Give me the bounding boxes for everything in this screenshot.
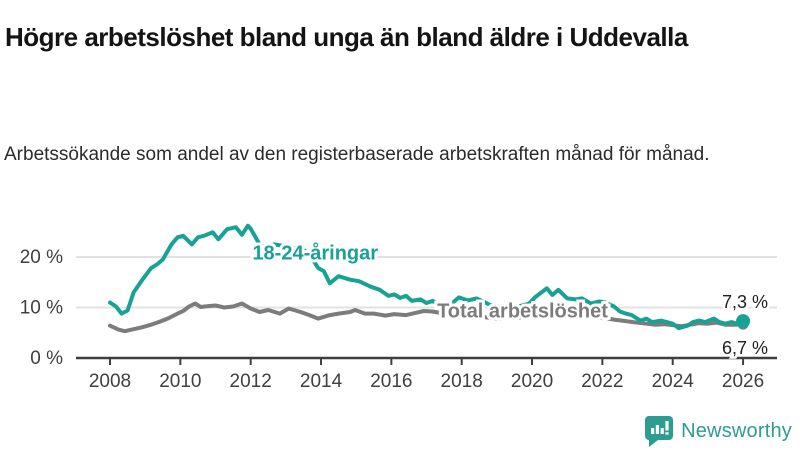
- end-value-label-young: 7,3 %: [722, 292, 768, 312]
- x-tick-label: 2016: [370, 371, 412, 392]
- series-line-young: [108, 223, 746, 331]
- end-value-label-total: 6,7 %: [722, 338, 768, 358]
- x-tick-label: 2024: [652, 371, 695, 392]
- x-tick-label: 2010: [159, 371, 201, 392]
- end-dot-young: [736, 314, 751, 329]
- y-tick-label: 0 %: [30, 348, 63, 369]
- x-tick-label: 2018: [441, 371, 483, 392]
- series-line-total: [108, 301, 746, 334]
- page-title: Högre arbetslöshet bland unga än bland ä…: [5, 22, 688, 53]
- x-tick-label: 2008: [89, 371, 131, 392]
- unemployment-line-chart: 0 % 10 % 20 % 2008 2010 2012 2014 2016 2018 2020 2…: [0, 195, 800, 410]
- x-tick-label: 2020: [511, 371, 553, 392]
- bar-chart-speech-bubble-icon: [645, 415, 674, 447]
- x-tick-label: 2014: [300, 371, 343, 392]
- newsworthy-logo[interactable]: Newsworthy: [644, 413, 792, 449]
- y-tick-label: 10 %: [20, 298, 63, 319]
- y-tick-label: 20 %: [20, 247, 63, 268]
- x-tick-label: 2012: [230, 371, 272, 392]
- chart-svg: 0 % 10 % 20 % 2008 2010 2012 2014 2016 2018 2020 2…: [20, 223, 777, 392]
- x-tick-label: 2026: [722, 371, 764, 392]
- x-tick-label: 2022: [581, 371, 623, 392]
- newsworthy-wordmark: Newsworthy: [681, 419, 792, 442]
- series-label-total: Total arbetslöshet: [437, 301, 608, 323]
- chart-subtitle: Arbetssökande som andel av den registerb…: [4, 144, 710, 165]
- series-label-young: 18-24-åringar: [252, 242, 378, 265]
